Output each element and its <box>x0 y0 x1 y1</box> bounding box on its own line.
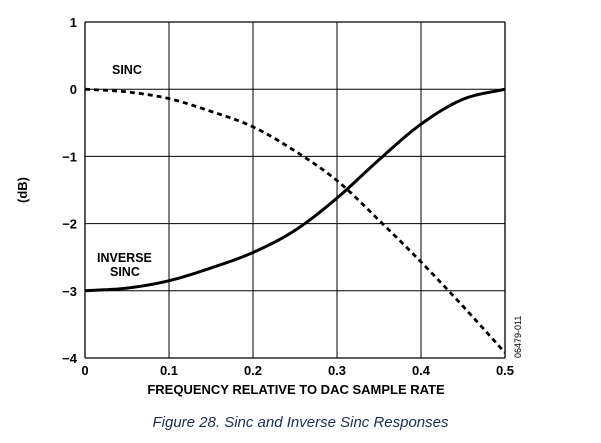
x-tick-label: 0.5 <box>496 363 514 378</box>
inverse-sinc-annotation-line1: INVERSE <box>97 251 152 265</box>
x-tick-label: 0 <box>81 363 88 378</box>
figure-caption: Figure 28. Sinc and Inverse Sinc Respons… <box>152 414 449 431</box>
y-tick-label: −2 <box>62 217 77 232</box>
inverse-sinc-annotation-line2: SINC <box>110 265 140 279</box>
tick-labels: 0 0.1 0.2 0.3 0.4 0.5 1 0 −1 −2 −3 −4 <box>62 15 514 378</box>
sinc-series-line <box>84 87 507 354</box>
y-axis-label: (dB) <box>15 177 30 203</box>
x-tick-label: 0.1 <box>160 363 178 378</box>
y-tick-label: 0 <box>70 82 77 97</box>
series-layer <box>84 87 507 354</box>
y-tick-label: −4 <box>62 351 78 366</box>
y-tick-label: −3 <box>62 284 77 299</box>
inverse-sinc-series-line <box>84 87 506 293</box>
x-tick-label: 0.3 <box>328 363 346 378</box>
x-tick-label: 0.2 <box>244 363 262 378</box>
grid <box>84 21 506 359</box>
y-tick-label: 1 <box>70 15 77 30</box>
y-tick-label: −1 <box>62 149 77 164</box>
sinc-annotation: SINC <box>112 63 142 77</box>
x-axis-label: FREQUENCY RELATIVE TO DAC SAMPLE RATE <box>147 382 445 397</box>
x-tick-label: 0.4 <box>412 363 431 378</box>
figure-id: 06479-011 <box>513 316 523 358</box>
